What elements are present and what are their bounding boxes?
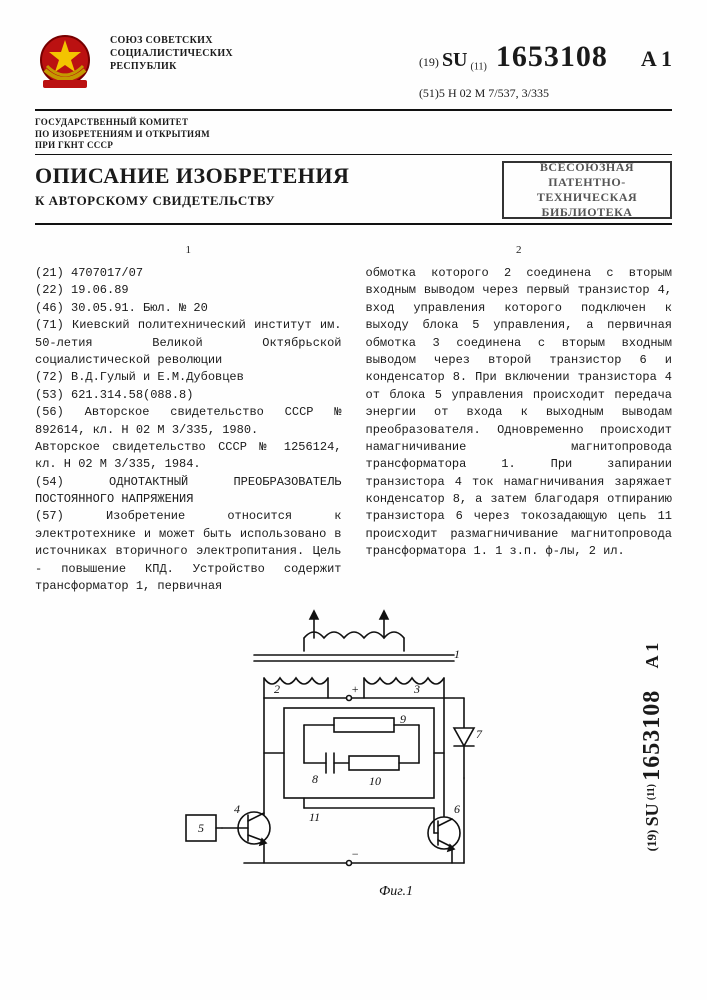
committee-line: ПО ИЗОБРЕТЕНИЯМ И ОТКРЫТИЯМ: [35, 129, 672, 141]
fig-label-1: 1: [454, 647, 460, 661]
main-title: ОПИСАНИЕ ИЗОБРЕТЕНИЯ: [35, 163, 482, 189]
committee-line: ПРИ ГКНТ СССР: [35, 140, 672, 152]
fig-label-2: 2: [274, 682, 280, 696]
column-number: 2: [366, 243, 673, 259]
library-stamp: ВСЕСОЮЗНАЯ ПАТЕНТНО-ТЕХНИЧЕСКАЯ БИБЛИОТЕ…: [502, 161, 672, 219]
fig-label-8: 8: [312, 772, 318, 786]
figure-caption: Фиг.1: [379, 884, 413, 899]
ipc-prefix: (51)5: [419, 86, 445, 100]
fig-label-7: 7: [476, 727, 483, 741]
doc-prefix: (19): [419, 55, 439, 69]
fig-label-4: 4: [234, 802, 240, 816]
column-1: 1 (21) 4707017/07 (22) 19.06.89 (46) 30.…: [35, 243, 342, 595]
side-sub: (11): [646, 784, 657, 800]
ipc-codes: H 02 M 7/537, 3/335: [448, 86, 549, 100]
sub-title: К АВТОРСКОМУ СВИДЕТЕЛЬСТВУ: [35, 193, 482, 209]
plus-terminal: +: [351, 682, 359, 696]
divider: [35, 223, 672, 225]
column-2: 2 обмотка которого 2 соединена с вторым …: [366, 243, 673, 595]
stamp-line: ПАТЕНТНО-ТЕХНИЧЕСКАЯ: [504, 175, 670, 205]
stamp-line: БИБЛИОТЕКА: [542, 205, 633, 220]
state-emblem: [35, 30, 95, 97]
committee-line: ГОСУДАРСТВЕННЫЙ КОМИТЕТ: [35, 117, 672, 129]
column-text: обмотка которого 2 соединена с вторым вх…: [366, 265, 673, 561]
publisher-line: СОЦИАЛИСТИЧЕСКИХ: [110, 47, 233, 60]
side-kind: A 1: [636, 643, 668, 669]
stamp-line: ВСЕСОЮЗНАЯ: [540, 160, 634, 175]
side-number: 1653108: [639, 690, 665, 781]
fig-label-6: 6: [454, 802, 460, 816]
doc-number: 1653108: [496, 40, 608, 73]
doc-kind: A 1: [641, 46, 672, 71]
fig-label-9: 9: [400, 712, 406, 726]
side-prefix: (19): [644, 830, 659, 852]
fig-label-11: 11: [309, 810, 320, 824]
fig-label-5: 5: [198, 821, 204, 835]
side-document-id: (19) SU (11) 1653108 A 1: [631, 643, 674, 851]
header: СОЮЗ СОВЕТСКИХ СОЦИАЛИСТИЧЕСКИХ РЕСПУБЛИ…: [35, 30, 672, 101]
document-id: (19) SU (11) 1653108 A 1 (51)5 H 02 M 7/…: [419, 30, 672, 101]
publisher: СОЮЗ СОВЕТСКИХ СОЦИАЛИСТИЧЕСКИХ РЕСПУБЛИ…: [110, 34, 233, 73]
divider: [35, 154, 672, 155]
fig-label-3: 3: [413, 682, 420, 696]
patent-page: СОЮЗ СОВЕТСКИХ СОЦИАЛИСТИЧЕСКИХ РЕСПУБЛИ…: [0, 0, 707, 1000]
fig-label-10: 10: [369, 774, 381, 788]
committee: ГОСУДАРСТВЕННЫЙ КОМИТЕТ ПО ИЗОБРЕТЕНИЯМ …: [35, 117, 672, 152]
doc-country: SU: [442, 49, 468, 71]
divider: [35, 109, 672, 111]
side-country: SU: [642, 804, 662, 827]
doc-sub: (11): [471, 61, 487, 72]
body-columns: 1 (21) 4707017/07 (22) 19.06.89 (46) 30.…: [35, 243, 672, 595]
publisher-line: СОЮЗ СОВЕТСКИХ: [110, 34, 233, 47]
minus-terminal: −: [351, 847, 359, 861]
title-row: ОПИСАНИЕ ИЗОБРЕТЕНИЯ К АВТОРСКОМУ СВИДЕТ…: [35, 161, 672, 219]
publisher-line: РЕСПУБЛИК: [110, 60, 233, 73]
column-number: 1: [35, 243, 342, 259]
column-text: (21) 4707017/07 (22) 19.06.89 (46) 30.05…: [35, 265, 342, 595]
figure-1: 1 2 3 4 5 6 7 8 9 10 11 + − Фиг.1 (19) S…: [35, 603, 672, 923]
